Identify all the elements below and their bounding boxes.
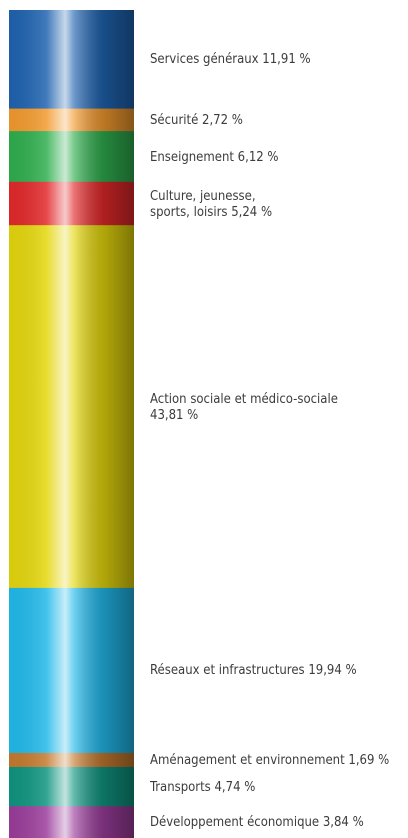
segment-label-4: Culture, jeunesse, sports, loisirs 5,24 …	[150, 188, 273, 220]
segment-label-6: Réseaux et infrastructures 19,94 %	[150, 663, 357, 679]
bar-shading-overlay	[9, 10, 134, 838]
segment-label-9: Développement économique 3,84 %	[150, 815, 364, 831]
segment-label-8: Transports 4,74 %	[150, 779, 256, 795]
segment-label-3: Enseignement 6,12 %	[150, 149, 279, 165]
segment-label-5: Action sociale et médico-sociale 43,81 %	[150, 391, 338, 423]
segment-label-7: Aménagement et environnement 1,69 %	[150, 753, 390, 768]
segment-label-1: Services généraux 11,91 %	[150, 52, 311, 68]
segment-label-2: Sécurité 2,72 %	[150, 112, 243, 128]
